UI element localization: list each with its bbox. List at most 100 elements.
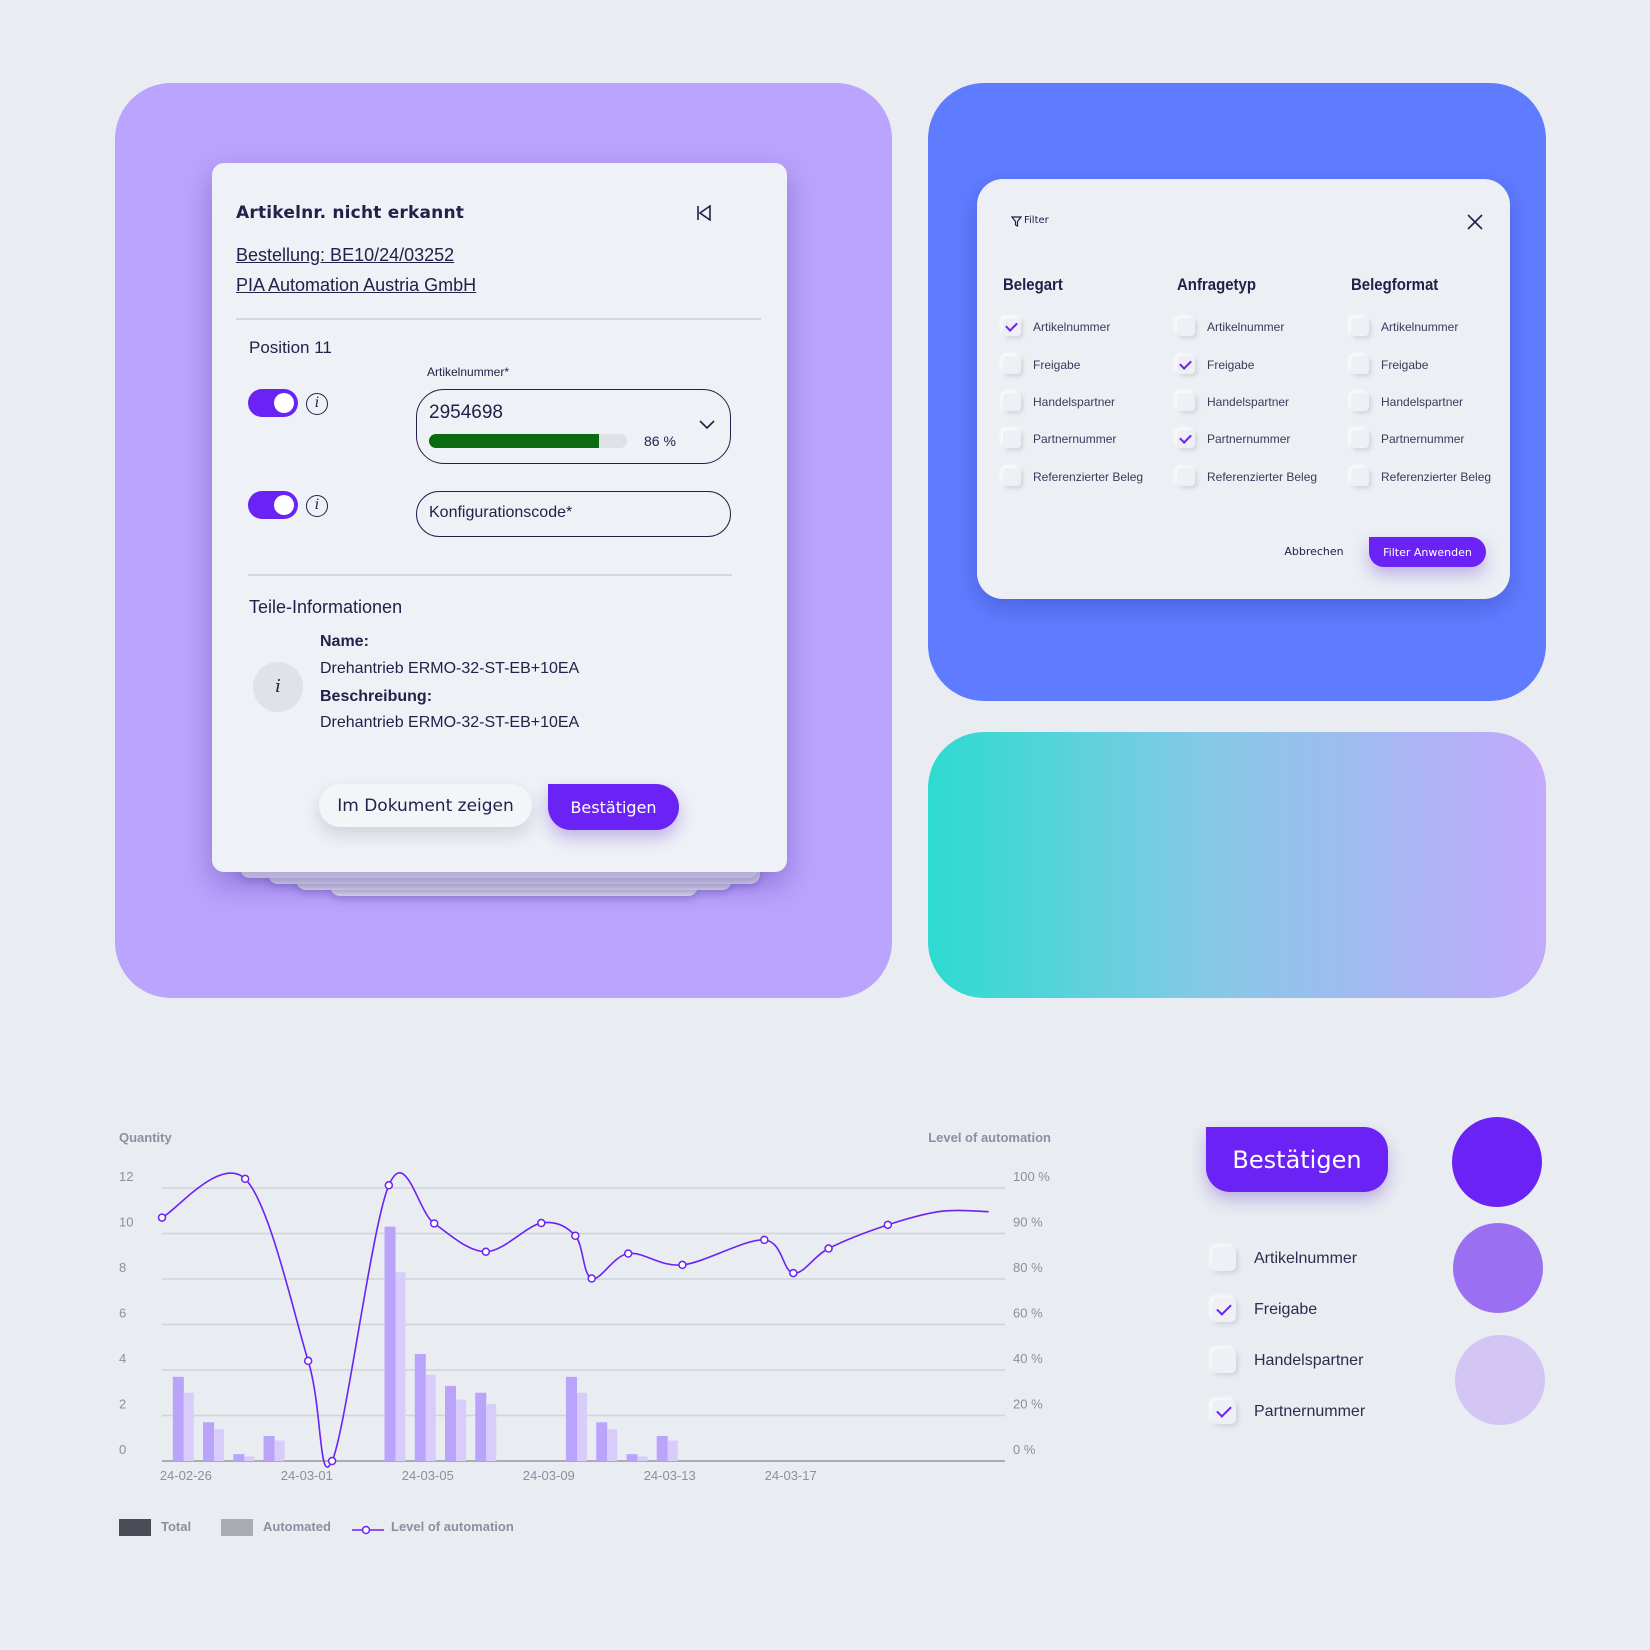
filter-checkbox[interactable] [1003, 393, 1021, 411]
filter-checkbox[interactable] [1003, 468, 1021, 486]
bar-automated [637, 1456, 648, 1461]
legend-total-label: Total [161, 1519, 192, 1534]
automation-point [327, 1456, 337, 1466]
apply-filter-button[interactable]: Filter Anwenden [1369, 537, 1486, 567]
y-right-tick-label: 20 % [1013, 1397, 1043, 1412]
automation-point [587, 1274, 596, 1283]
checklist-checkbox[interactable] [1212, 1247, 1236, 1271]
info-icon[interactable]: i [306, 393, 328, 415]
bar-total [172, 1376, 184, 1461]
filter-checkbox[interactable] [1003, 430, 1021, 448]
filter-checkbox[interactable] [1177, 468, 1195, 486]
checklist-checkbox[interactable] [1212, 1349, 1236, 1373]
close-icon[interactable] [1467, 214, 1483, 230]
config-code-input[interactable]: Konfigurationscode* [416, 491, 731, 537]
cancel-button[interactable]: Abbrechen [1284, 545, 1344, 558]
filter-option-label: Referenzierter Beleg [1033, 470, 1144, 484]
filter-checkbox[interactable] [1177, 318, 1195, 336]
bar-automated [244, 1456, 255, 1461]
bar-automated [456, 1399, 467, 1461]
automation-point [678, 1260, 687, 1270]
bar-automated [395, 1272, 406, 1461]
article-toggle[interactable] [248, 389, 298, 417]
filter-option-label: Handelspartner [1381, 395, 1464, 409]
chevron-down-icon[interactable] [699, 420, 715, 430]
divider [236, 318, 761, 320]
filter-checkbox[interactable] [1351, 393, 1369, 411]
filter-option-label: Freigabe [1207, 358, 1255, 372]
automation-point [824, 1244, 833, 1253]
y-left-tick-label: 0 [119, 1442, 126, 1457]
filter-checkbox[interactable] [1351, 318, 1369, 336]
bar-total [263, 1435, 275, 1461]
y-right-tick-label: 0 % [1013, 1442, 1036, 1457]
automation-point [789, 1268, 798, 1278]
y-left-tick-label: 6 [119, 1306, 126, 1321]
dialog-title: Artikelnr. nicht erkannt [236, 203, 465, 223]
bar-total [203, 1422, 215, 1461]
divider [248, 574, 732, 576]
company-link[interactable]: PIA Automation Austria GmbH [236, 275, 477, 295]
article-number-value: 2954698 [429, 402, 503, 423]
automation-point [303, 1356, 313, 1366]
automation-point [760, 1235, 769, 1245]
x-tick-label: 24-03-01 [281, 1468, 333, 1483]
bar-automated [576, 1392, 587, 1461]
filter-title: Filter [1024, 215, 1049, 226]
large-confirm-button[interactable]: Bestätigen [1206, 1127, 1388, 1192]
article-number-select[interactable]: 2954698 86 % [416, 389, 731, 464]
confidence-bar-fill [429, 434, 600, 448]
legend-automated-swatch [221, 1519, 253, 1536]
filter-checkbox[interactable] [1003, 318, 1021, 336]
article-not-recognized-dialog: Artikelnr. nicht erkannt Bestellung: BE1… [212, 163, 787, 872]
automation-point [623, 1249, 633, 1258]
filter-checkbox[interactable] [1003, 356, 1021, 374]
y-left-tick-label: 4 [119, 1351, 126, 1366]
filter-checkbox[interactable] [1177, 430, 1195, 448]
filter-option-label: Handelspartner [1033, 395, 1116, 409]
filter-checkbox[interactable] [1177, 356, 1195, 374]
confirm-button[interactable]: Bestätigen [548, 784, 679, 830]
legend-automated-label: Automated [263, 1519, 331, 1534]
checklist-label: Freigabe [1254, 1301, 1318, 1318]
y-left-tick-label: 12 [119, 1169, 133, 1184]
bar-total [233, 1454, 245, 1461]
color-swatch-light [1455, 1335, 1545, 1425]
y-left-tick-label: 10 [119, 1215, 133, 1230]
filter-option-label: Artikelnummer [1381, 320, 1459, 334]
parts-heading: Teile-Informationen [249, 597, 403, 617]
bar-total [414, 1354, 426, 1461]
checklist-checkbox[interactable] [1212, 1400, 1236, 1424]
automation-point [240, 1174, 250, 1184]
config-toggle[interactable] [248, 491, 298, 519]
filter-checkbox[interactable] [1351, 356, 1369, 374]
automation-point [571, 1231, 580, 1241]
filter-option-label: Partnernummer [1381, 432, 1465, 446]
legend-line-label: Level of automation [391, 1519, 514, 1534]
filter-column-heading: Anfragetyp [1177, 275, 1256, 294]
x-tick-label: 24-03-17 [765, 1468, 817, 1483]
filter-checkbox[interactable] [1177, 393, 1195, 411]
filter-option-label: Handelspartner [1207, 395, 1290, 409]
color-swatch-medium [1453, 1223, 1543, 1313]
order-link[interactable]: Bestellung: BE10/24/03252 [236, 245, 455, 265]
confidence-bar [429, 434, 627, 448]
bar-total [656, 1435, 668, 1461]
bar-automated [274, 1440, 285, 1461]
filter-checkbox[interactable] [1351, 430, 1369, 448]
filter-option-label: Partnernummer [1207, 432, 1291, 446]
show-in-document-button[interactable]: Im Dokument zeigen [319, 784, 532, 827]
y-left-tick-label: 2 [119, 1397, 126, 1412]
bar-automated [183, 1392, 194, 1461]
checklist-checkbox[interactable] [1212, 1298, 1236, 1322]
info-icon[interactable]: i [306, 495, 328, 517]
y-axis-left-title: Quantity [119, 1130, 172, 1145]
x-tick-label: 24-03-09 [523, 1468, 575, 1483]
filter-checkbox[interactable] [1351, 468, 1369, 486]
gradient-showcase-card [928, 732, 1546, 998]
automation-point [384, 1181, 394, 1190]
collapse-icon[interactable] [696, 205, 712, 221]
bar-total [596, 1422, 608, 1461]
info-icon: i [253, 662, 303, 712]
